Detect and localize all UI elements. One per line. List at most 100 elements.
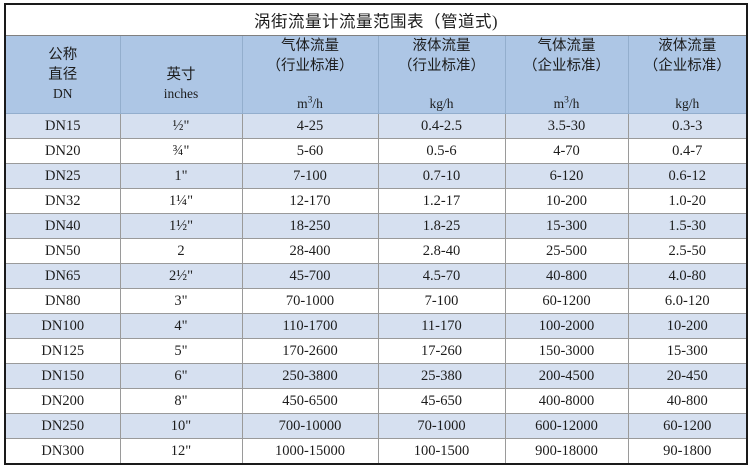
cell-liquid_enterprise: 60-1200 xyxy=(627,413,748,440)
column-header-gas-flow-industry: 气体流量 （行业标准） m3/h xyxy=(241,34,379,115)
cell-gas_industry: 110-1700 xyxy=(241,313,379,340)
cell-liquid_enterprise: 1.5-30 xyxy=(627,213,748,240)
column-header-liquid-flow-enterprise: 液体流量 （企业标准） kg/h xyxy=(627,34,748,115)
cell-liquid_industry: 7-100 xyxy=(377,288,506,315)
cell-dn: DN32 xyxy=(4,188,121,215)
column-header-line-2: （行业标准） xyxy=(266,58,354,74)
cell-liquid_industry: 0.5-6 xyxy=(377,138,506,165)
cell-gas_enterprise: 60-1200 xyxy=(504,288,629,315)
cell-liquid_industry: 0.4-2.5 xyxy=(377,113,506,140)
cell-liquid_enterprise: 4.0-80 xyxy=(627,263,748,290)
cell-dn: DN150 xyxy=(4,363,121,390)
cell-gas_enterprise: 900-18000 xyxy=(504,438,629,465)
cell-liquid_enterprise: 1.0-20 xyxy=(627,188,748,215)
table-row: DN20 ¾" 5-60 0.5-6 4-70 0.4-7 xyxy=(4,138,748,165)
column-header-liquid-flow-industry: 液体流量 （行业标准） kg/h xyxy=(377,34,506,115)
column-header-unit: m3/h xyxy=(553,95,580,111)
column-header-line-1: 液体流量 xyxy=(412,38,471,54)
table-row: DN125 5" 170-2600 17-260 150-3000 15-300 xyxy=(4,338,748,365)
cell-gas_industry: 250-3800 xyxy=(241,363,379,390)
table-row: DN65 2½" 45-700 4.5-70 40-800 4.0-80 xyxy=(4,263,748,290)
cell-liquid_enterprise: 40-800 xyxy=(627,388,748,415)
cell-gas_enterprise: 25-500 xyxy=(504,238,629,265)
table-row: DN50 2 28-400 2.8-40 25-500 2.5-50 xyxy=(4,238,748,265)
cell-dn: DN65 xyxy=(4,263,121,290)
cell-inch: ¾" xyxy=(119,138,243,165)
cell-liquid_industry: 25-380 xyxy=(377,363,506,390)
page-root: 涡街流量计流量范围表（管道式) 公称直径 DN 英寸 inches 气体流量 （行业标准… xyxy=(4,3,748,465)
cell-gas_industry: 70-1000 xyxy=(241,288,379,315)
cell-dn: DN80 xyxy=(4,288,121,315)
column-header-line-1: 气体流量 xyxy=(281,38,339,54)
cell-liquid_industry: 4.5-70 xyxy=(377,263,506,290)
cell-liquid_industry: 17-260 xyxy=(377,338,506,365)
cell-dn: DN50 xyxy=(4,238,121,265)
cell-gas_enterprise: 200-4500 xyxy=(504,363,629,390)
cell-gas_industry: 7-100 xyxy=(241,163,379,190)
cell-dn: DN25 xyxy=(4,163,121,190)
cell-gas_industry: 700-10000 xyxy=(241,413,379,440)
column-header-nominal-diameter: 公称直径 DN xyxy=(4,34,121,115)
column-header-line-2: （企业标准） xyxy=(523,58,610,74)
cell-liquid_industry: 45-650 xyxy=(377,388,506,415)
table-row: DN150 6" 250-3800 25-380 200-4500 20-450 xyxy=(4,363,748,390)
cell-inch: 1" xyxy=(119,163,243,190)
cell-dn: DN15 xyxy=(4,113,121,140)
cell-gas_industry: 45-700 xyxy=(241,263,379,290)
cell-dn: DN100 xyxy=(4,313,121,340)
cell-inch: 12" xyxy=(119,438,243,465)
cell-gas_industry: 12-170 xyxy=(241,188,379,215)
cell-gas_enterprise: 600-12000 xyxy=(504,413,629,440)
cell-dn: DN20 xyxy=(4,138,121,165)
cell-inch: 6" xyxy=(119,363,243,390)
cell-inch: 1½" xyxy=(119,213,243,240)
cell-gas_enterprise: 100-2000 xyxy=(504,313,629,340)
cell-liquid_industry: 0.7-10 xyxy=(377,163,506,190)
column-header-line-2: 直径 xyxy=(48,67,78,84)
column-header-line-2: （行业标准） xyxy=(398,58,485,74)
cell-liquid_enterprise: 90-1800 xyxy=(627,438,748,465)
cell-liquid_enterprise: 0.4-7 xyxy=(627,138,748,165)
cell-dn: DN200 xyxy=(4,388,121,415)
table-row: DN200 8" 450-6500 45-650 400-8000 40-800 xyxy=(4,388,748,415)
cell-dn: DN250 xyxy=(4,413,121,440)
cell-liquid_enterprise: 15-300 xyxy=(627,338,748,365)
cell-liquid_enterprise: 6.0-120 xyxy=(627,288,748,315)
column-header-line-1: 公称 xyxy=(48,47,78,64)
cell-inch: 2½" xyxy=(119,263,243,290)
cell-inch: 1¼" xyxy=(119,188,243,215)
title-row: 涡街流量计流量范围表（管道式) xyxy=(4,3,748,36)
table-row: DN250 10" 700-10000 70-1000 600-12000 60-1200 xyxy=(4,413,748,440)
cell-liquid_industry: 1.8-25 xyxy=(377,213,506,240)
cell-inch: 5" xyxy=(119,338,243,365)
cell-gas_enterprise: 40-800 xyxy=(504,263,629,290)
cell-gas_industry: 5-60 xyxy=(241,138,379,165)
cell-liquid_enterprise: 0.3-3 xyxy=(627,113,748,140)
table-row: DN15 ½" 4-25 0.4-2.5 3.5-30 0.3-3 xyxy=(4,113,748,140)
cell-inch: 8" xyxy=(119,388,243,415)
cell-gas_enterprise: 150-3000 xyxy=(504,338,629,365)
cell-liquid_industry: 70-1000 xyxy=(377,413,506,440)
table-row: DN300 12" 1000-15000 100-1500 900-18000 90-18… xyxy=(4,438,748,465)
cell-liquid_industry: 11-170 xyxy=(377,313,506,340)
cell-liquid_enterprise: 0.6-12 xyxy=(627,163,748,190)
column-header-inches: 英寸 inches xyxy=(119,34,243,115)
cell-gas_industry: 450-6500 xyxy=(241,388,379,415)
cell-liquid_industry: 100-1500 xyxy=(377,438,506,465)
cell-gas_industry: 28-400 xyxy=(241,238,379,265)
column-header-unit: kg/h xyxy=(675,95,700,111)
table-row: DN32 1¼" 12-170 1.2-17 10-200 1.0-20 xyxy=(4,188,748,215)
cell-gas_industry: 170-2600 xyxy=(241,338,379,365)
column-header-line-2: （企业标准） xyxy=(643,58,731,74)
page-title: 涡街流量计流量范围表（管道式) xyxy=(4,3,748,36)
cell-inch: 10" xyxy=(119,413,243,440)
cell-gas_industry: 1000-15000 xyxy=(241,438,379,465)
cell-gas_enterprise: 15-300 xyxy=(504,213,629,240)
column-header-line-1: 气体流量 xyxy=(537,38,596,54)
column-header-line-3: DN xyxy=(53,86,73,102)
cell-liquid_industry: 1.2-17 xyxy=(377,188,506,215)
cell-liquid_enterprise: 20-450 xyxy=(627,363,748,390)
table-row: DN100 4" 110-1700 11-170 100-2000 10-200 xyxy=(4,313,748,340)
cell-dn: DN300 xyxy=(4,438,121,465)
cell-gas_enterprise: 6-120 xyxy=(504,163,629,190)
